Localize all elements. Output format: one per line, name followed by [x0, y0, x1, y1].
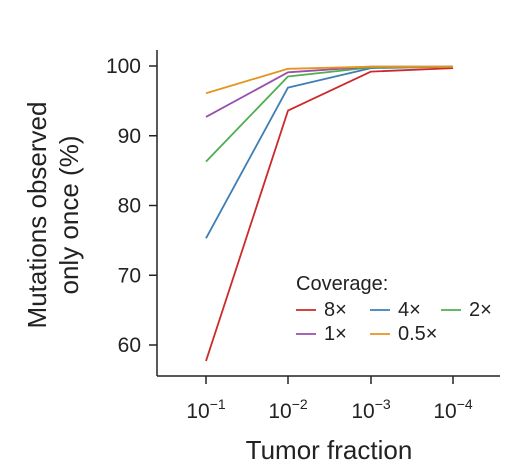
x-tick-label: 10−1	[186, 396, 226, 423]
x-tick-exponent: −4	[457, 396, 473, 412]
x-tick-base: 10	[186, 400, 209, 423]
legend-label: 8×	[324, 299, 347, 321]
legend-items: 8× 4× 2× 1× 0.5×	[296, 299, 492, 345]
x-tick-exponent: −1	[210, 396, 226, 412]
legend-title: Coverage:	[296, 273, 388, 295]
legend-item: 2×	[441, 299, 492, 321]
x-tick-base: 10	[268, 400, 291, 423]
series-line-5	[205, 65, 453, 95]
y-axis-title-line-2: only once (%)	[54, 136, 84, 295]
legend-label: 4×	[398, 299, 421, 321]
x-tick-exponent: −2	[292, 396, 308, 412]
y-axis-title-line-1: Mutations observed	[22, 102, 52, 329]
legend-label: 1×	[324, 323, 347, 345]
y-ticks: 60 70 80 90 100	[106, 55, 157, 357]
y-tick-label: 70	[118, 264, 141, 287]
x-tick-label: 10−4	[433, 396, 473, 423]
legend-item: 8×	[296, 299, 347, 321]
x-ticks: 10−1 10−2 10−3 10−4	[186, 376, 473, 423]
y-tick-label: 60	[118, 334, 141, 357]
x-tick-base: 10	[351, 400, 374, 423]
x-tick-label: 10−2	[268, 396, 308, 423]
legend-item: 4×	[370, 299, 421, 321]
y-axis-title: Mutations observed only once (%)	[22, 102, 84, 329]
x-axis-title: Tumor fraction	[246, 435, 413, 465]
x-tick-base: 10	[433, 400, 456, 423]
series-line-2	[205, 65, 454, 239]
legend-label: 0.5×	[398, 323, 437, 345]
legend-item: 1×	[296, 323, 347, 345]
series-line-1	[205, 67, 454, 362]
x-tick-label: 10−3	[351, 396, 391, 423]
y-tick-label: 80	[118, 195, 141, 218]
y-tick-label: 100	[106, 55, 141, 78]
series-line-3	[205, 65, 454, 163]
x-tick-exponent: −3	[375, 396, 391, 412]
series-lines	[205, 65, 454, 362]
legend-item: 0.5×	[370, 323, 437, 345]
chart-axes	[156, 50, 500, 377]
legend-label: 2×	[469, 299, 492, 321]
legend: Coverage: 8× 4× 2× 1× 0.5×	[296, 273, 492, 345]
y-tick-label: 90	[118, 125, 141, 148]
